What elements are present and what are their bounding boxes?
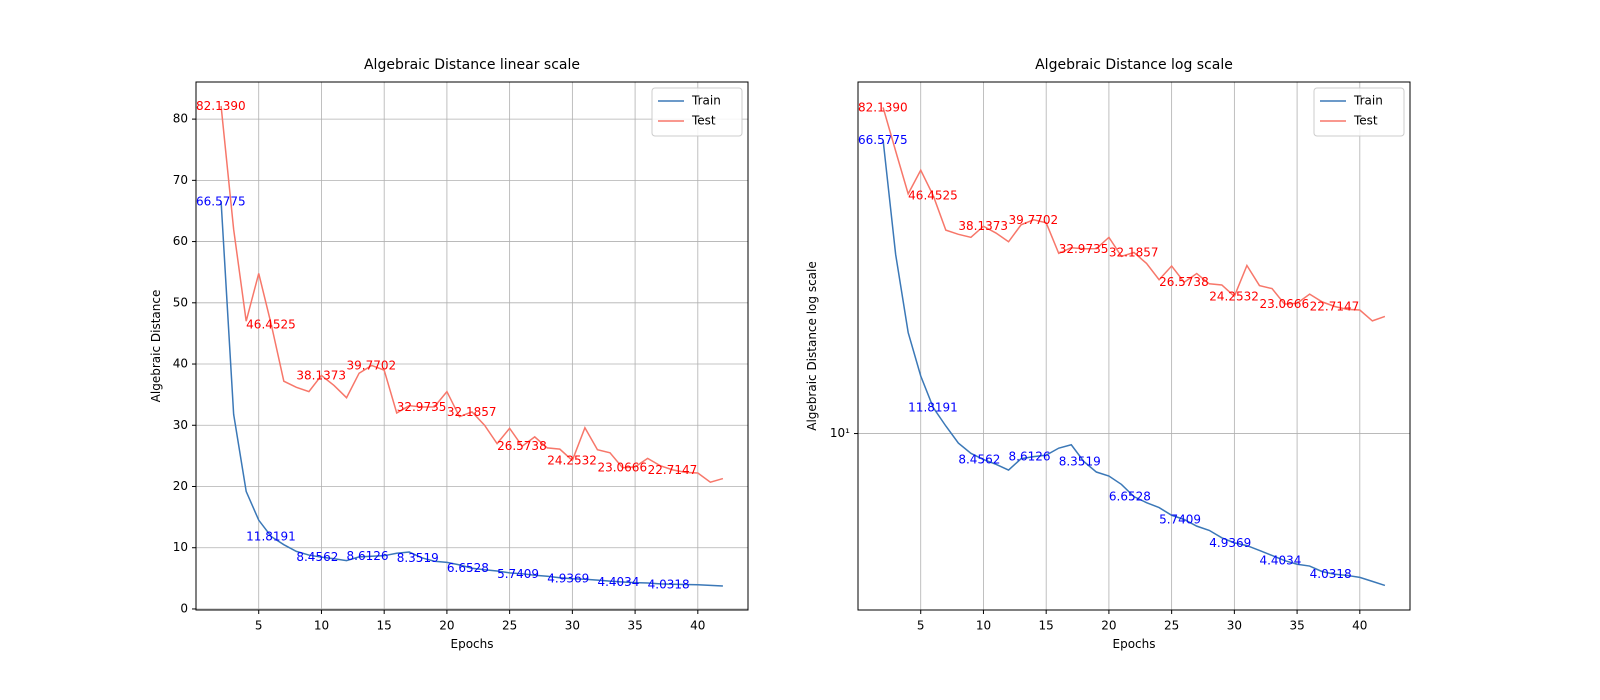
plot-frame <box>857 81 1411 611</box>
legend-label: Train <box>1353 94 1383 108</box>
x-tick-label: 25 <box>502 619 517 633</box>
data-annotation: 4.9369 <box>1209 536 1251 550</box>
data-annotation: 6.6528 <box>1109 490 1151 504</box>
data-annotation: 39.7702 <box>1009 213 1059 227</box>
data-annotation: 46.4525 <box>908 189 958 203</box>
data-annotation: 24.2532 <box>547 453 597 467</box>
y-tick-label: 0 <box>180 601 188 615</box>
data-annotation: 26.5738 <box>497 439 547 453</box>
chart-title: Algebraic Distance linear scale <box>364 57 580 73</box>
data-annotation: 11.8191 <box>246 530 296 544</box>
x-tick-label: 5 <box>917 619 925 633</box>
x-tick-label: 35 <box>627 619 642 633</box>
data-annotation: 23.0666 <box>1259 297 1309 311</box>
x-tick-label: 20 <box>439 619 454 633</box>
data-annotation: 32.9735 <box>1059 242 1109 256</box>
data-annotation: 4.0318 <box>1310 567 1352 581</box>
data-annotation: 32.1857 <box>1109 246 1159 260</box>
data-annotation: 22.7147 <box>1310 299 1360 313</box>
y-tick-label: 20 <box>173 479 188 493</box>
legend-label: Train <box>691 94 721 108</box>
data-annotation: 4.9369 <box>547 572 589 586</box>
legend-label: Test <box>691 114 716 128</box>
series-line <box>220 201 723 587</box>
data-annotation: 4.0318 <box>648 577 690 591</box>
y-axis-label: Algebraic Distance <box>149 290 163 403</box>
x-tick-label: 30 <box>565 619 580 633</box>
data-annotation: 6.6528 <box>447 561 489 575</box>
series-line <box>882 139 1386 587</box>
x-axis-label: Epochs <box>1113 637 1156 651</box>
y-tick-label: 50 <box>173 295 188 309</box>
data-annotation: 5.7409 <box>1159 512 1201 526</box>
x-tick-label: 40 <box>1352 619 1367 633</box>
series-line <box>882 107 1386 322</box>
data-annotation: 26.5738 <box>1159 275 1209 289</box>
data-annotation: 8.4562 <box>958 453 1000 467</box>
data-annotation: 66.5775 <box>858 133 908 147</box>
data-annotation: 32.1857 <box>447 405 497 419</box>
data-annotation: 4.4034 <box>597 575 639 589</box>
data-annotation: 8.4562 <box>296 550 338 564</box>
legend-box <box>651 87 743 137</box>
y-tick-label: 60 <box>173 234 188 248</box>
x-tick-label: 5 <box>255 619 263 633</box>
x-axis-label: Epochs <box>451 637 494 651</box>
y-tick-label: 80 <box>173 112 188 126</box>
y-tick-label: 40 <box>173 357 188 371</box>
data-annotation: 32.9735 <box>397 400 447 414</box>
data-annotation: 8.6126 <box>347 549 389 563</box>
data-annotation: 22.7147 <box>648 463 698 477</box>
series-line <box>220 105 724 484</box>
x-tick-label: 20 <box>1101 619 1116 633</box>
x-tick-label: 10 <box>976 619 991 633</box>
data-annotation: 82.1390 <box>196 99 246 113</box>
data-annotation: 66.5775 <box>196 194 246 208</box>
plot-frame <box>195 81 749 611</box>
y-tick-label: 70 <box>173 173 188 187</box>
data-annotation: 23.0666 <box>597 461 647 475</box>
data-annotation: 8.3519 <box>397 551 439 565</box>
x-tick-label: 10 <box>314 619 329 633</box>
data-annotation: 46.4525 <box>246 318 296 332</box>
y-tick-label: 10 <box>173 540 188 554</box>
data-annotation: 8.6126 <box>1009 450 1051 464</box>
data-annotation: 38.1373 <box>958 219 1008 233</box>
data-annotation: 24.2532 <box>1209 289 1259 303</box>
data-annotation: 4.4034 <box>1259 554 1301 568</box>
x-tick-label: 15 <box>1039 619 1054 633</box>
legend-box <box>1313 87 1405 137</box>
y-axis-label: Algebraic Distance log scale <box>805 261 819 431</box>
data-annotation: 11.8191 <box>908 401 958 415</box>
x-tick-label: 30 <box>1227 619 1242 633</box>
data-annotation: 82.1390 <box>858 100 908 114</box>
chart-title: Algebraic Distance log scale <box>1035 57 1233 73</box>
x-tick-label: 35 <box>1289 619 1304 633</box>
data-annotation: 5.7409 <box>497 567 539 581</box>
data-annotation: 39.7702 <box>347 358 397 372</box>
y-tick-label: 10¹ <box>830 426 850 440</box>
data-annotation: 8.3519 <box>1059 454 1101 468</box>
x-tick-label: 40 <box>690 619 705 633</box>
legend-label: Test <box>1353 114 1378 128</box>
data-annotation: 38.1373 <box>296 368 346 382</box>
x-tick-label: 15 <box>377 619 392 633</box>
x-tick-label: 25 <box>1164 619 1179 633</box>
y-tick-label: 30 <box>173 418 188 432</box>
